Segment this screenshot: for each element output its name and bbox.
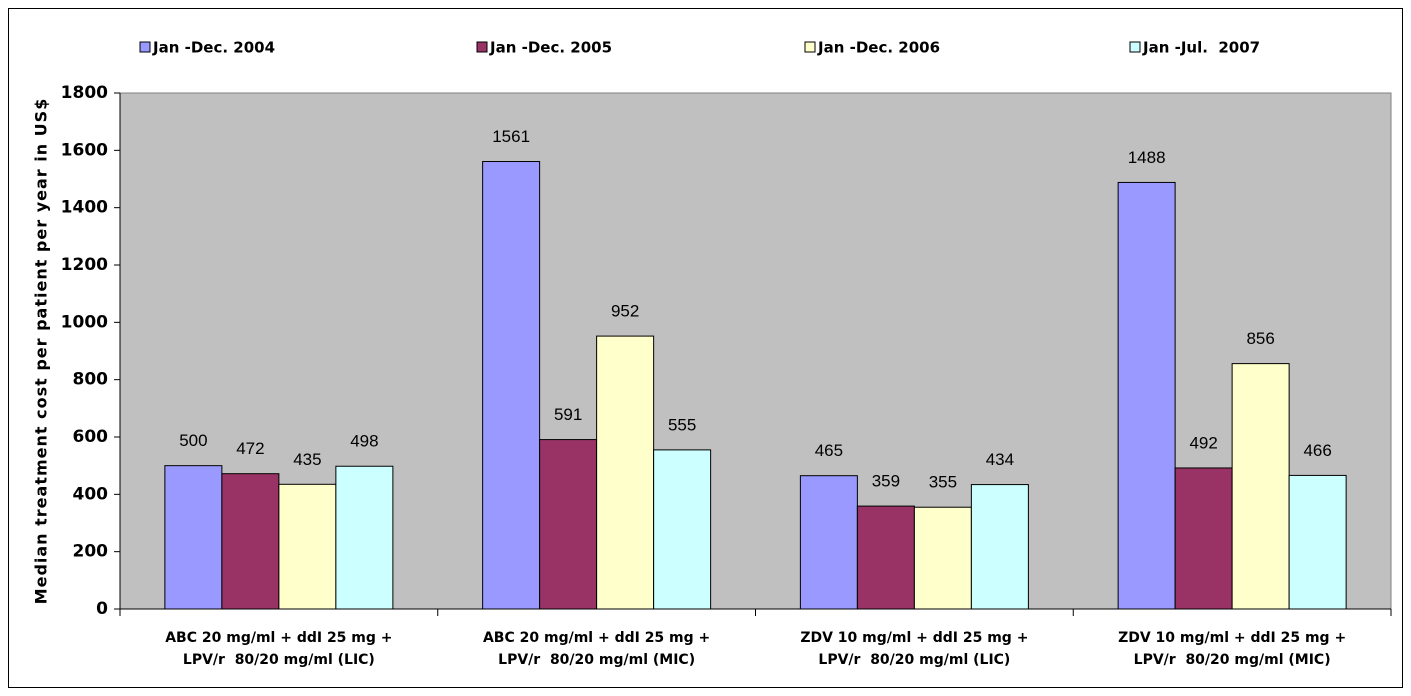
x-tick-label: LPV/r 80/20 mg/ml (LIC)	[183, 652, 375, 668]
value-label: 466	[1303, 441, 1331, 460]
y-tick-label: 400	[73, 484, 109, 504]
x-tick-label: ABC 20 mg/ml + ddI 25 mg +	[165, 630, 392, 646]
y-tick-label: 600	[73, 427, 109, 447]
value-label: 1488	[1128, 148, 1166, 167]
value-label: 435	[293, 450, 321, 469]
legend-label: Jan -Dec. 2004	[152, 39, 275, 57]
y-tick-label: 200	[73, 542, 109, 562]
value-label: 492	[1189, 433, 1217, 452]
legend-label: Jan -Dec. 2006	[817, 39, 940, 57]
x-tick-label: ZDV 10 mg/ml + ddI 25 mg +	[800, 630, 1028, 646]
value-label: 498	[350, 432, 378, 451]
value-label: 472	[236, 439, 264, 458]
bar	[221, 473, 280, 610]
value-label: 952	[611, 302, 639, 321]
bar	[1288, 474, 1347, 610]
value-label: 465	[815, 441, 843, 460]
x-tick-label: LPV/r 80/20 mg/ml (MIC)	[498, 652, 695, 668]
value-label: 555	[668, 415, 696, 434]
bar	[278, 483, 337, 610]
bar	[1231, 363, 1290, 610]
bar	[335, 465, 394, 610]
y-axis-label: Median treatment cost per patient per ye…	[32, 98, 51, 605]
x-tick-label: LPV/r 80/20 mg/ml (LIC)	[818, 652, 1010, 668]
y-tick-label: 1800	[61, 83, 108, 103]
y-tick-label: 800	[73, 370, 109, 390]
legend-swatch	[804, 41, 816, 53]
y-tick-label: 1200	[61, 255, 108, 275]
bar	[164, 465, 223, 610]
bar	[970, 484, 1029, 610]
value-label: 355	[929, 473, 957, 492]
legend-swatch	[476, 41, 488, 53]
bar	[482, 161, 541, 610]
y-tick-label: 1600	[61, 140, 108, 160]
bar	[913, 506, 972, 610]
y-tick-label: 0	[96, 599, 108, 619]
bar	[1174, 467, 1233, 610]
y-tick-label: 1000	[61, 312, 108, 332]
legend-swatch	[139, 41, 151, 53]
bar	[653, 449, 712, 610]
value-label: 1561	[492, 127, 530, 146]
legend-swatch	[1129, 41, 1141, 53]
bar	[799, 475, 858, 610]
bar	[596, 335, 655, 610]
bar	[1117, 181, 1176, 610]
x-tick-label: ABC 20 mg/ml + ddI 25 mg +	[483, 630, 710, 646]
value-label: 500	[179, 431, 207, 450]
value-label: 359	[872, 472, 900, 491]
value-label: 591	[554, 405, 582, 424]
legend-label: Jan -Dec. 2005	[489, 39, 612, 57]
bar	[856, 505, 915, 610]
legend-label: Jan -Jul. 2007	[1142, 39, 1260, 57]
x-tick-label: LPV/r 80/20 mg/ml (MIC)	[1134, 652, 1331, 668]
bar	[539, 439, 598, 610]
y-tick-label: 1400	[61, 198, 108, 218]
value-label: 856	[1246, 329, 1274, 348]
value-label: 434	[986, 450, 1014, 469]
x-tick-label: ZDV 10 mg/ml + ddI 25 mg +	[1118, 630, 1346, 646]
